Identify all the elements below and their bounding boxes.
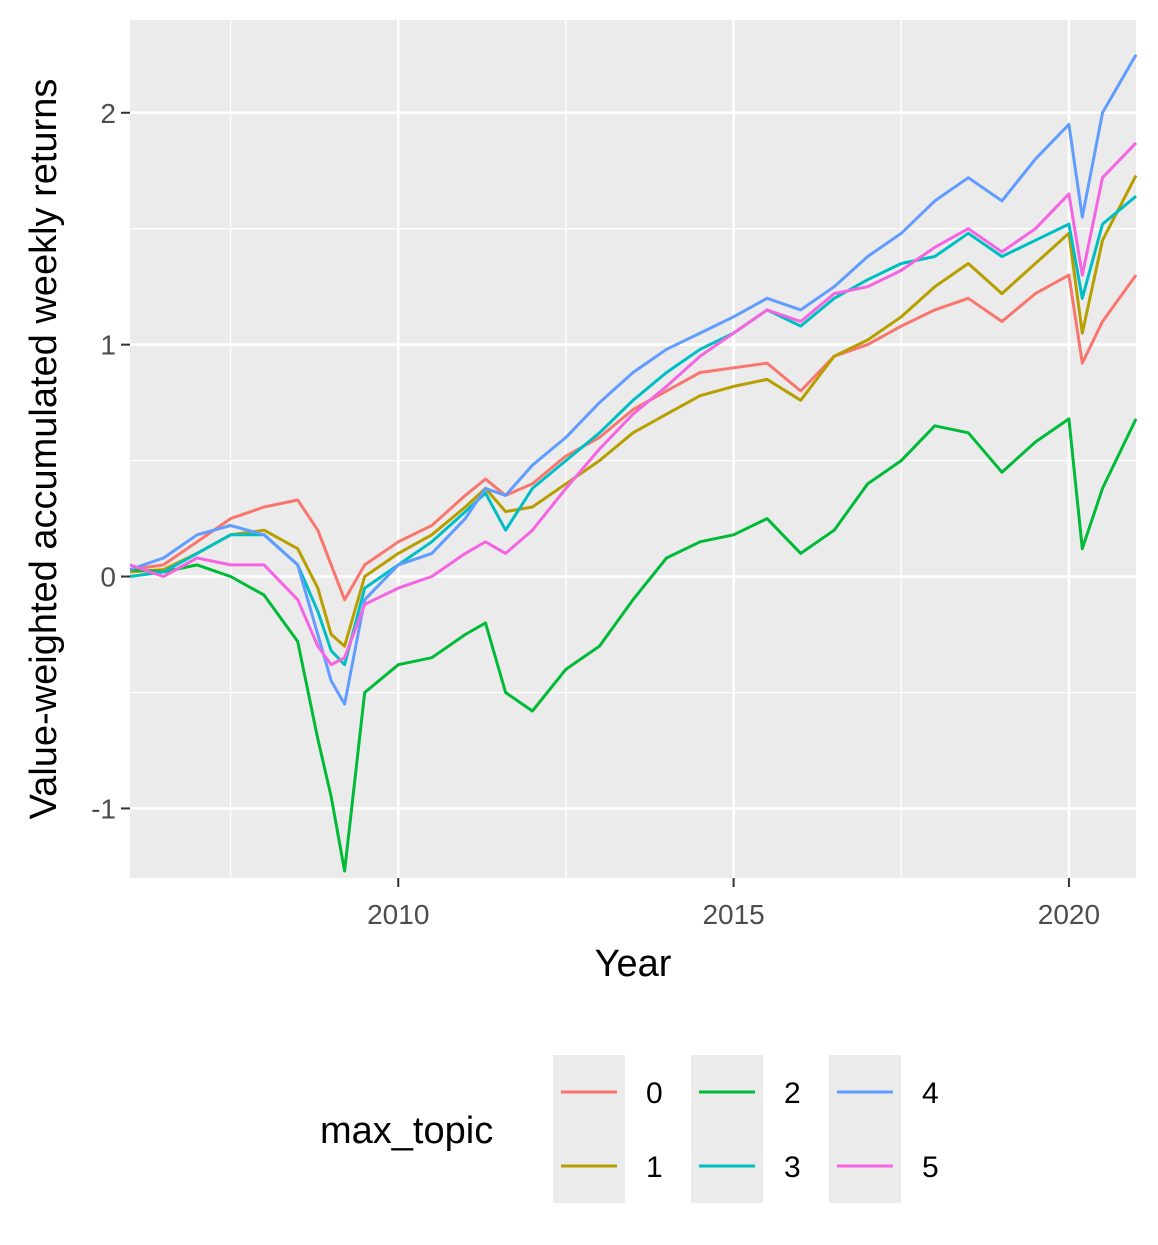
x-tick-label: 2010 <box>367 899 429 930</box>
series-layer <box>129 54 1138 873</box>
y-tick-label: 2 <box>100 98 116 129</box>
x-axis-title: Year <box>595 943 672 985</box>
grid-major <box>130 20 1136 878</box>
legend-label-5: 5 <box>922 1151 939 1184</box>
y-tick-label: -1 <box>91 793 116 824</box>
grid-minor <box>130 20 1136 878</box>
series-line-1 <box>129 174 1138 648</box>
x-tick-label: 2015 <box>702 899 764 930</box>
series-line-3 <box>129 195 1137 667</box>
series-line-2 <box>129 417 1138 873</box>
y-tick-label: 0 <box>100 562 116 593</box>
x-axis: 2010 2015 2020 <box>367 878 1100 930</box>
plot-panel <box>130 20 1136 878</box>
x-tick-label: 2020 <box>1038 899 1100 930</box>
legend-label-3: 3 <box>784 1151 801 1184</box>
series-line-5 <box>129 141 1138 667</box>
legend-label-2: 2 <box>784 1077 801 1110</box>
legend-title: max_topic <box>320 1110 493 1152</box>
legend-label-4: 4 <box>922 1077 939 1110</box>
legend-label-0: 0 <box>646 1077 663 1110</box>
y-tick-label: 1 <box>100 330 116 361</box>
legend: max_topic 0 1 2 3 4 5 <box>320 1055 939 1203</box>
series-line-0 <box>129 273 1138 602</box>
y-axis-title: Value-weighted accumulated weekly return… <box>23 79 65 820</box>
y-axis: -1 0 1 2 <box>91 98 130 824</box>
series-line-4 <box>129 54 1138 706</box>
legend-label-1: 1 <box>646 1151 663 1184</box>
